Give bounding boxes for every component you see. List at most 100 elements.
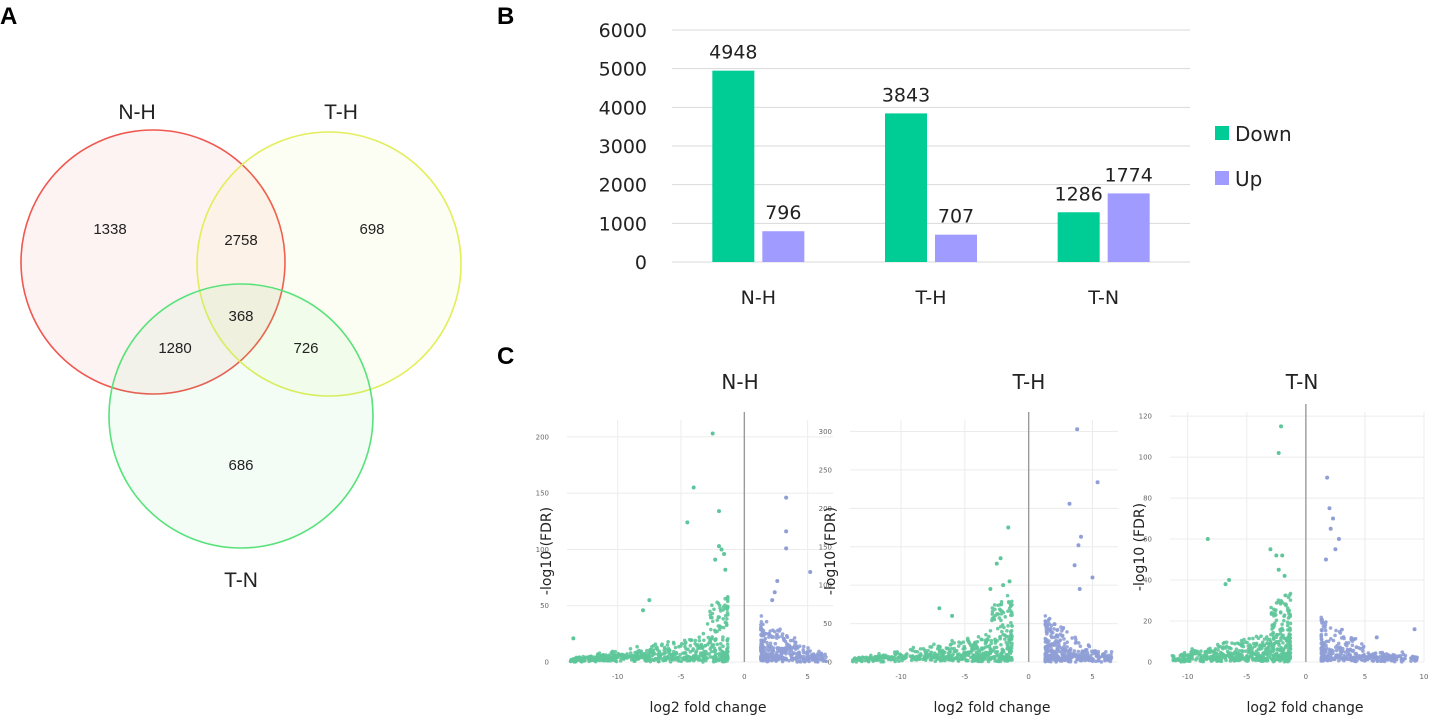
volcano-point (1199, 653, 1203, 657)
volcano-point (981, 652, 985, 656)
volcano-point (963, 653, 968, 658)
volcano-x-tick: -5 (678, 673, 685, 681)
volcano-point (709, 649, 714, 654)
volcano-point (1050, 641, 1055, 646)
volcano-point (1372, 658, 1376, 662)
volcano-y-tick: 200 (536, 433, 549, 441)
volcano-point (968, 642, 972, 646)
volcano-point (999, 612, 1004, 616)
volcano-point (714, 652, 718, 656)
venn-label-th: T-H (324, 101, 358, 124)
volcano-point (952, 641, 956, 645)
volcano-point (1269, 641, 1273, 646)
volcano-point (1216, 655, 1221, 660)
volcano-point (717, 627, 722, 632)
volcano-point (1339, 636, 1344, 640)
volcano-point (1171, 658, 1176, 663)
volcano-point (1361, 644, 1366, 649)
volcano-x-label: log2 fold change (934, 700, 1051, 716)
volcano-point (701, 631, 706, 636)
volcano-point (682, 638, 687, 643)
volcano-x-tick: 5 (1363, 673, 1367, 681)
volcano-point (1008, 609, 1013, 613)
venn-count-all: 368 (228, 308, 253, 325)
volcano-point (1246, 650, 1251, 655)
volcano-point (662, 645, 667, 650)
volcano-point (1271, 607, 1276, 612)
volcano-point (817, 649, 821, 654)
volcano-point (787, 651, 792, 656)
volcano-point (1076, 641, 1081, 645)
volcano-y-tick: 0 (545, 659, 549, 667)
volcano-point (1002, 625, 1006, 630)
volcano-point (932, 653, 937, 658)
venn-circle-nh (20, 129, 286, 395)
volcano-point (1047, 616, 1052, 621)
volcano-point (1068, 647, 1073, 651)
volcano-y-tick: 300 (819, 428, 832, 436)
volcano-point (723, 603, 727, 607)
bar-y-tick-label: 6000 (599, 20, 647, 42)
volcano-point (622, 657, 626, 661)
volcano-point (673, 645, 678, 650)
volcano-point (1378, 650, 1383, 655)
volcano-point (1096, 659, 1100, 663)
volcano-point (1276, 567, 1281, 572)
bar-y-tick-label: 3000 (599, 136, 647, 158)
volcano-point (1273, 657, 1277, 662)
volcano-y-tick: 150 (819, 543, 832, 551)
bar-value-label: 1286 (1054, 183, 1102, 205)
volcano-point (1233, 650, 1237, 654)
volcano-point (1086, 643, 1091, 648)
volcano-point (943, 650, 947, 655)
volcano-point (1195, 656, 1199, 660)
volcano-point (1065, 630, 1069, 634)
volcano-point (1182, 654, 1187, 659)
volcano-point (1274, 553, 1279, 558)
volcano-point (1275, 652, 1279, 657)
volcano-point (1047, 639, 1051, 643)
volcano-point (1268, 547, 1273, 552)
volcano-point (990, 609, 995, 614)
volcano-point (601, 653, 606, 657)
volcano-point (945, 646, 950, 651)
volcano-point (713, 557, 718, 562)
volcano-point (1072, 563, 1077, 568)
volcano-point (771, 646, 776, 650)
volcano-point (976, 657, 980, 662)
volcano-point (1279, 658, 1283, 662)
volcano-point (806, 658, 810, 663)
volcano-point (1287, 632, 1292, 637)
volcano-point (1329, 637, 1333, 641)
volcano-point (721, 650, 725, 654)
venn-count-tn-only: 686 (228, 457, 253, 474)
legend-label-down: Down (1235, 122, 1292, 146)
volcano-point (720, 638, 725, 642)
volcano-point (1256, 636, 1261, 641)
volcano-point (1363, 658, 1368, 663)
volcano-point (775, 578, 780, 583)
volcano-point (1333, 633, 1337, 638)
bar-y-tick-label: 2000 (599, 175, 647, 197)
volcano-point (665, 643, 670, 647)
volcano-point (725, 642, 730, 646)
volcano-point (780, 659, 785, 664)
volcano-point (993, 654, 997, 659)
volcano-y-tick: 40 (1143, 577, 1152, 585)
bar-up-t-h (935, 234, 977, 262)
volcano-point (716, 615, 721, 619)
volcano-point (1203, 649, 1208, 654)
volcano-point (710, 603, 714, 607)
volcano-point (794, 644, 799, 648)
volcano-point (711, 659, 716, 664)
volcano-point (1083, 647, 1088, 652)
volcano-point (721, 625, 726, 630)
volcano-point (1009, 657, 1014, 661)
volcano-point (1328, 526, 1333, 531)
volcano-point (771, 628, 775, 633)
volcano-y-tick: 80 (1143, 495, 1152, 503)
volcano-point (780, 632, 785, 636)
volcano-point (764, 652, 769, 656)
volcano-point (1283, 602, 1287, 606)
